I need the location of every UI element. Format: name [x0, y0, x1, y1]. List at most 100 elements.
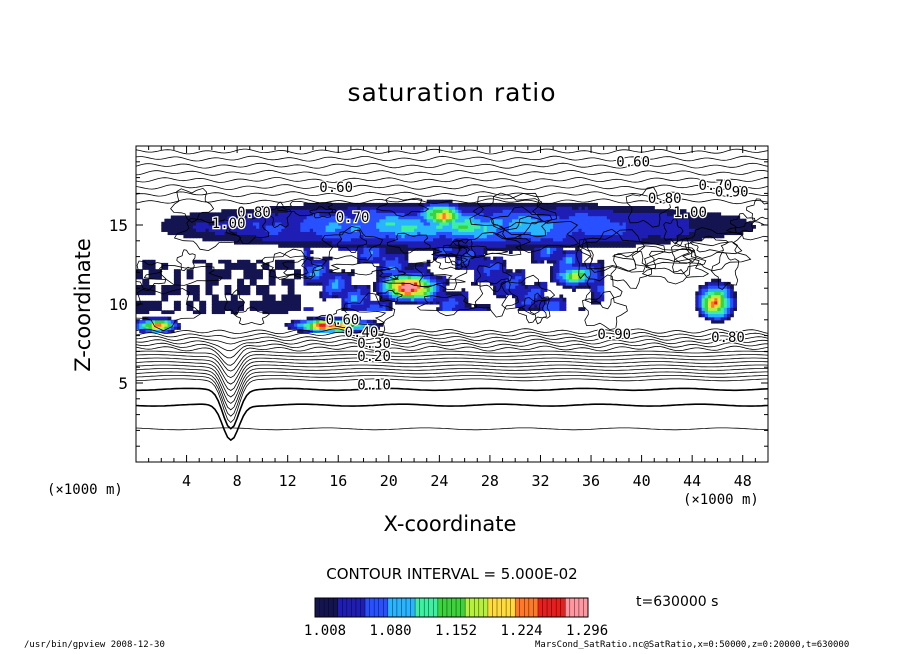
heat-cell: [512, 291, 516, 296]
heat-cell: [373, 212, 377, 217]
heat-cell: [354, 231, 358, 236]
heat-cell: [600, 218, 605, 223]
heat-cell: [303, 221, 308, 226]
heat-cell: [512, 240, 516, 245]
heat-cell: [521, 234, 526, 239]
heat-cell: [537, 218, 542, 223]
heat-cell: [597, 288, 602, 292]
heat-cell: [477, 262, 482, 267]
heat-cell: [600, 212, 605, 217]
heat-cell: [268, 206, 273, 210]
heat-cell: [420, 212, 425, 217]
heat-cell: [186, 228, 191, 232]
heat-cell: [360, 319, 365, 324]
heat-cell: [461, 202, 466, 207]
heat-cell: [376, 240, 380, 245]
contour-loop: [472, 192, 543, 230]
heat-cell: [508, 212, 513, 217]
heat-cell: [392, 221, 396, 226]
heat-cell: [385, 212, 390, 217]
heat-cell: [306, 221, 311, 226]
heat-cell: [208, 269, 213, 273]
heat-cell: [562, 218, 567, 223]
heat-cell: [284, 240, 289, 245]
heat-cell: [619, 231, 624, 236]
heat-cell: [480, 202, 485, 207]
heat-cell: [486, 259, 491, 264]
heat-cell: [515, 304, 519, 308]
heat-cell: [325, 262, 330, 267]
heat-cell: [388, 278, 393, 283]
heat-cell: [331, 231, 336, 236]
heat-cell: [382, 240, 387, 245]
heat-cell: [192, 231, 197, 236]
heat-cell: [268, 215, 273, 220]
heat-cell: [224, 225, 229, 229]
heat-cell: [540, 209, 545, 213]
heat-cell: [420, 234, 425, 239]
heat-cell: [148, 259, 153, 264]
heat-cell: [474, 212, 478, 217]
heat-cell: [711, 304, 715, 308]
heat-cell: [161, 221, 166, 226]
heat-cell: [230, 234, 235, 239]
heat-cell: [575, 228, 579, 232]
heat-cell: [518, 237, 523, 242]
heat-cell: [695, 297, 700, 302]
heat-cell: [546, 240, 551, 245]
heat-cell: [711, 218, 715, 223]
heat-cell: [177, 304, 181, 308]
heat-cell: [502, 215, 507, 220]
heat-cell: [483, 262, 488, 267]
heat-cell: [701, 218, 706, 223]
heat-cell: [698, 285, 703, 289]
heat-cell: [464, 225, 469, 229]
y-axis-label: Z-coordinate: [71, 238, 95, 372]
heat-cell: [306, 202, 311, 207]
heat-cell: [499, 215, 504, 220]
contour-loop: [173, 218, 242, 252]
heat-cell: [303, 244, 308, 248]
heat-cell: [474, 234, 478, 239]
colorbar-segment: [351, 598, 357, 617]
heat-cell: [309, 221, 314, 226]
heat-cell: [410, 225, 415, 229]
heat-cell: [565, 206, 570, 210]
heat-cell: [448, 228, 453, 232]
heat-cell: [726, 228, 731, 232]
heat-cell: [455, 237, 459, 242]
heat-cell: [556, 247, 561, 251]
heat-cell: [290, 225, 295, 229]
heat-cell: [328, 228, 333, 232]
heat-cell: [562, 297, 567, 302]
heat-cell: [562, 253, 567, 258]
heat-cell: [294, 319, 298, 324]
heat-cell: [205, 231, 210, 236]
heat-cell: [423, 212, 428, 217]
heat-cell: [192, 259, 197, 264]
heat-cell: [562, 250, 567, 255]
heat-cell: [246, 225, 251, 229]
heat-cell: [363, 231, 368, 236]
heat-cell: [404, 206, 409, 210]
heat-cell: [480, 221, 485, 226]
heat-cell: [208, 231, 213, 236]
heat-cell: [578, 206, 583, 210]
heat-cell: [426, 288, 431, 292]
heat-cell: [591, 234, 595, 239]
heat-cell: [192, 285, 197, 289]
heat-cell: [328, 215, 333, 220]
heat-cell: [493, 291, 497, 296]
heat-cell: [505, 278, 510, 283]
colorbar-segment: [374, 598, 379, 617]
heat-cell: [271, 218, 276, 223]
heat-cell: [701, 307, 706, 311]
heat-cell: [252, 266, 257, 270]
contour-loop: [689, 235, 730, 253]
heat-cell: [316, 272, 320, 277]
heat-cell: [379, 262, 384, 267]
heat-cell: [537, 300, 542, 305]
heat-cell: [581, 209, 586, 213]
heat-cell: [458, 221, 463, 226]
heat-cell: [445, 218, 450, 223]
